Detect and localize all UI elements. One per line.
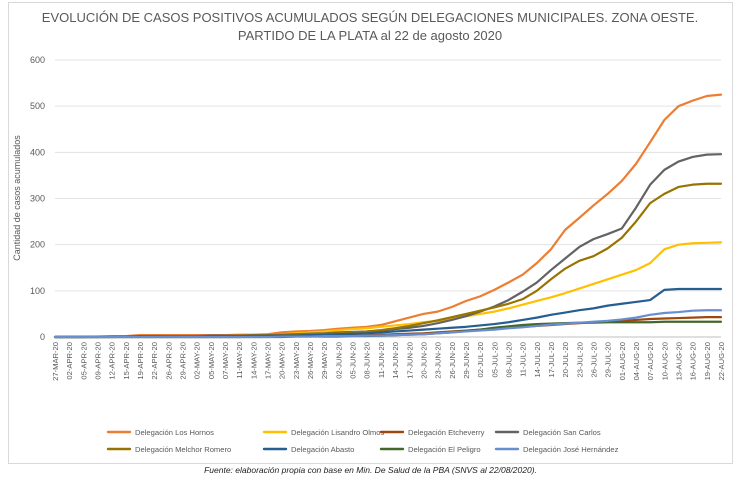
- x-tick-label: 02-MAY-20: [193, 342, 202, 379]
- y-tick-label: 400: [30, 147, 45, 157]
- y-tick-labels: 0 100 200 300 400 500 600: [30, 55, 45, 342]
- legend-label: Delegación José Hernández: [523, 445, 619, 454]
- x-tick-label: 10-AUG-20: [660, 342, 669, 380]
- x-tick-label: 26-APR-20: [164, 342, 173, 380]
- x-tick-label: 02-APR-20: [65, 342, 74, 380]
- series-line-8: [53, 309, 723, 339]
- x-tick-label: 02-JUN-20: [334, 342, 343, 379]
- y-tick-label: 600: [30, 55, 45, 65]
- x-tick-label: 09-APR-20: [94, 342, 103, 380]
- legend-label: Delegación Abasto: [291, 445, 354, 454]
- legend-label: Delegación Lisandro Olmos: [291, 428, 384, 437]
- chart-title-line-2: PARTIDO DE LA PLATA al 22 de agosto 2020: [238, 28, 502, 43]
- x-tick-label: 05-JUL-20: [490, 342, 499, 377]
- x-tick-label: 05-APR-20: [79, 342, 88, 380]
- x-tick-label: 16-AUG-20: [689, 342, 698, 380]
- x-tick-label: 26-JUN-20: [448, 342, 457, 379]
- x-tick-label: 22-APR-20: [150, 342, 159, 380]
- x-tick-label: 17-JUL-20: [547, 342, 556, 377]
- x-tick-label: 13-AUG-20: [674, 342, 683, 380]
- legend: Delegación Los Hornos Delegación Lisandro…: [106, 428, 619, 454]
- x-tick-label: 23-JUN-20: [434, 342, 443, 379]
- y-tick-label: 100: [30, 286, 45, 296]
- x-tick-label: 11-JUL-20: [519, 342, 528, 377]
- legend-label: Delegación San Carlos: [523, 428, 601, 437]
- legend-label: Delegación Melchor Romero: [135, 445, 231, 454]
- series-lines: [53, 93, 723, 339]
- x-tick-label: 11-JUN-20: [377, 342, 386, 378]
- x-tick-label: 26-MAY-20: [306, 342, 315, 379]
- x-tick-label: 05-JUN-20: [349, 342, 358, 379]
- x-tick-label: 29-JUN-20: [462, 342, 471, 379]
- x-tick-label: 08-JUN-20: [363, 342, 372, 379]
- legend-label: Delegación Los Hornos: [135, 428, 214, 437]
- x-tick-label: 07-MAY-20: [221, 342, 230, 379]
- x-tick-label: 04-AUG-20: [632, 342, 641, 380]
- x-tick-label: 14-MAY-20: [249, 342, 258, 379]
- x-tick-label: 01-AUG-20: [618, 342, 627, 380]
- series-line-1: [53, 93, 723, 339]
- x-tick-label: 12-APR-20: [108, 342, 117, 380]
- x-tick-label: 19-APR-20: [136, 342, 145, 380]
- legend-label: Delegación El Peligro: [408, 445, 481, 454]
- x-tick-label: 14-JUN-20: [391, 342, 400, 379]
- x-tick-label: 05-MAY-20: [207, 342, 216, 379]
- x-tick-label: 19-AUG-20: [703, 342, 712, 380]
- x-tick-label: 11-MAY-20: [235, 342, 244, 379]
- x-tick-label: 22-AUG-20: [717, 342, 726, 380]
- x-tick-label: 29-MAY-20: [320, 342, 329, 379]
- y-axis-label: Cantidad de casos acumulados: [12, 135, 22, 261]
- x-tick-labels: 27-MAR-20 02-APR-20 05-APR-20 09-APR-20 12-A…: [51, 342, 726, 381]
- x-tick-label: 20-MAY-20: [278, 342, 287, 379]
- x-tick-label: 23-JUL-20: [575, 342, 584, 377]
- chart-title-line-1: EVOLUCIÓN DE CASOS POSITIVOS ACUMULADOS …: [42, 10, 698, 25]
- legend-label: Delegación Etcheverry: [408, 428, 485, 437]
- x-tick-label: 17-JUN-20: [405, 342, 414, 379]
- x-tick-label: 29-APR-20: [179, 342, 188, 380]
- x-tick-label: 17-MAY-20: [264, 342, 273, 379]
- x-tick-label: 15-APR-20: [122, 342, 131, 380]
- x-tick-label: 08-JUL-20: [504, 342, 513, 377]
- x-tick-label: 20-JUL-20: [561, 342, 570, 377]
- y-tick-label: 200: [30, 240, 45, 250]
- chart-title: EVOLUCIÓN DE CASOS POSITIVOS ACUMULADOS …: [42, 10, 698, 43]
- x-tick-label: 27-MAR-20: [51, 342, 60, 381]
- y-tick-label: 300: [30, 194, 45, 204]
- x-tick-label: 20-JUN-20: [419, 342, 428, 379]
- source-note: Fuente: elaboración propia con base en M…: [204, 465, 537, 475]
- y-tick-label: 500: [30, 101, 45, 111]
- gridlines: [55, 59, 721, 338]
- x-tick-label: 07-AUG-20: [646, 342, 655, 380]
- x-tick-label: 26-JUL-20: [589, 342, 598, 377]
- x-tick-label: 23-MAY-20: [292, 342, 301, 379]
- x-tick-label: 14-JUL-20: [533, 342, 542, 377]
- y-tick-label: 0: [40, 332, 45, 342]
- x-tick-label: 29-JUL-20: [604, 342, 613, 377]
- x-tick-label: 02-JUL-20: [476, 342, 485, 377]
- series-line-5: [53, 182, 723, 339]
